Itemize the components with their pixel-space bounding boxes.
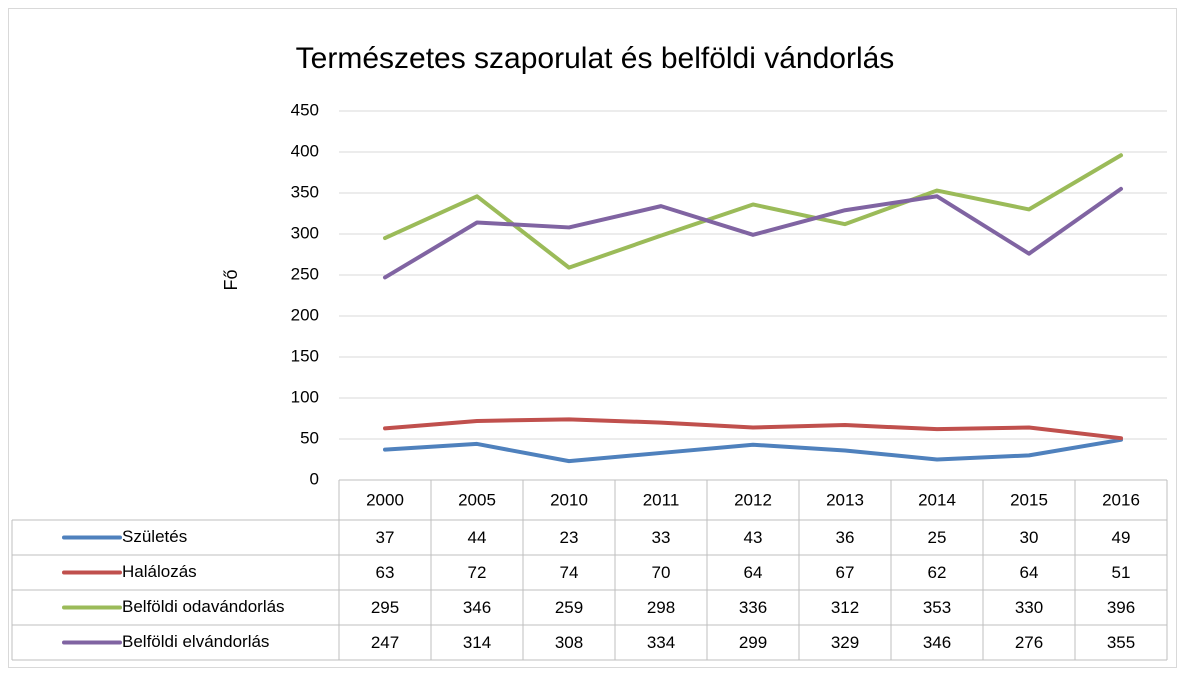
legend-label: Születés <box>122 527 187 546</box>
table-value: 72 <box>468 563 487 582</box>
table-value: 308 <box>555 633 583 652</box>
table-value: 37 <box>376 528 395 547</box>
table-value: 353 <box>923 598 951 617</box>
legend-label: Belföldi elvándorlás <box>122 632 269 651</box>
table-value: 295 <box>371 598 399 617</box>
y-tick-label: 200 <box>291 305 319 324</box>
x-tick-label: 2016 <box>1102 490 1140 509</box>
table-value: 44 <box>468 528 487 547</box>
table-value: 49 <box>1112 528 1131 547</box>
x-tick-label: 2012 <box>734 490 772 509</box>
table-value: 64 <box>744 563 763 582</box>
series-line <box>383 417 1123 441</box>
table-value: 314 <box>463 633 491 652</box>
chart-title: Természetes szaporulat és belföldi vándo… <box>296 42 895 75</box>
table-value: 299 <box>739 633 767 652</box>
table-value: 346 <box>923 633 951 652</box>
table-value: 276 <box>1015 633 1043 652</box>
y-tick-label: 150 <box>291 346 319 365</box>
series-line <box>383 153 1123 270</box>
table-value: 36 <box>836 528 855 547</box>
table-value: 51 <box>1112 563 1131 582</box>
x-tick-label: 2010 <box>550 490 588 509</box>
y-axis-title: Fő <box>221 269 241 290</box>
table-value: 74 <box>560 563 579 582</box>
table-value: 64 <box>1020 563 1039 582</box>
x-tick-label: 2000 <box>366 490 404 509</box>
table-value: 62 <box>928 563 947 582</box>
x-tick-label: 2005 <box>458 490 496 509</box>
y-tick-label: 300 <box>291 223 319 242</box>
x-tick-label: 2011 <box>643 490 680 509</box>
table-value: 43 <box>744 528 763 547</box>
table-value: 67 <box>836 563 855 582</box>
table-value: 330 <box>1015 598 1043 617</box>
x-tick-label: 2013 <box>826 490 864 509</box>
table-value: 336 <box>739 598 767 617</box>
table-value: 334 <box>647 633 675 652</box>
table-value: 346 <box>463 598 491 617</box>
table-value: 312 <box>831 598 859 617</box>
table-value: 70 <box>652 563 671 582</box>
legend-label: Halálozás <box>122 562 197 581</box>
x-tick-label: 2015 <box>1010 490 1048 509</box>
chart-frame <box>8 8 1177 668</box>
table-value: 355 <box>1107 633 1135 652</box>
y-tick-label: 50 <box>300 428 319 447</box>
table-value: 23 <box>560 528 579 547</box>
y-tick-label: 350 <box>291 182 319 201</box>
table-value: 298 <box>647 598 675 617</box>
table-value: 30 <box>1020 528 1039 547</box>
table-value: 329 <box>831 633 859 652</box>
table-value: 396 <box>1107 598 1135 617</box>
y-tick-label: 100 <box>291 387 319 406</box>
y-tick-label: 400 <box>291 141 319 160</box>
y-tick-label: 450 <box>291 100 319 119</box>
table-value: 25 <box>928 528 947 547</box>
table-value: 63 <box>376 563 395 582</box>
table-value: 259 <box>555 598 583 617</box>
y-tick-label: 0 <box>310 469 319 488</box>
y-tick-label: 250 <box>291 264 319 283</box>
x-tick-label: 2014 <box>918 490 956 509</box>
legend-label: Belföldi odavándorlás <box>122 597 285 616</box>
table-value: 33 <box>652 528 671 547</box>
series-line <box>383 186 1123 280</box>
table-value: 247 <box>371 633 399 652</box>
series-line <box>383 437 1123 464</box>
